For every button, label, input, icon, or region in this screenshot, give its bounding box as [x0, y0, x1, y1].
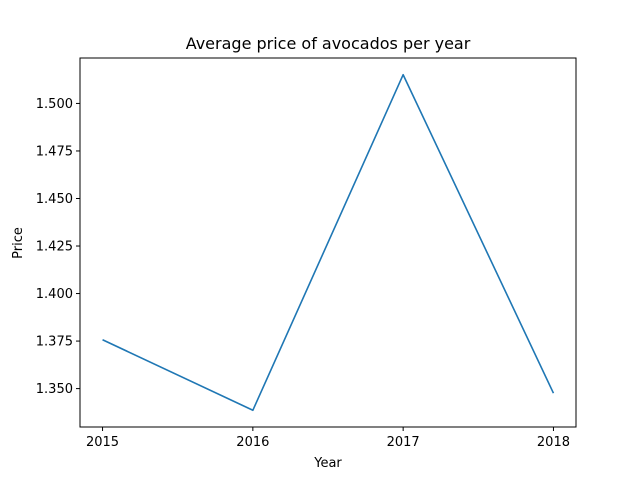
x-tick-label: 2017 [387, 435, 420, 450]
x-axis-label: Year [313, 456, 342, 471]
y-axis: 1.350 1.375 1.400 1.425 1.450 1.475 1.500 [36, 97, 80, 397]
y-tick-label: 1.475 [36, 144, 73, 159]
y-tick-label: 1.400 [36, 287, 73, 302]
y-tick-label: 1.425 [36, 240, 73, 255]
series-layer [102, 73, 555, 412]
y-tick-label: 1.500 [36, 97, 73, 112]
x-tick-label: 2016 [236, 435, 269, 450]
x-tick-label: 2018 [537, 435, 570, 450]
x-tick-label: 2015 [86, 435, 119, 450]
y-tick-label: 1.450 [36, 192, 73, 207]
x-axis: 2015 2016 2017 2018 [86, 427, 570, 450]
plot-area-frame [79, 57, 577, 428]
y-tick-label: 1.350 [36, 382, 73, 397]
y-tick-label: 1.375 [36, 335, 73, 350]
series-line-0 [102, 73, 555, 412]
y-axis-label: Price [11, 227, 26, 259]
chart-title: Average price of avocados per year [186, 34, 471, 53]
